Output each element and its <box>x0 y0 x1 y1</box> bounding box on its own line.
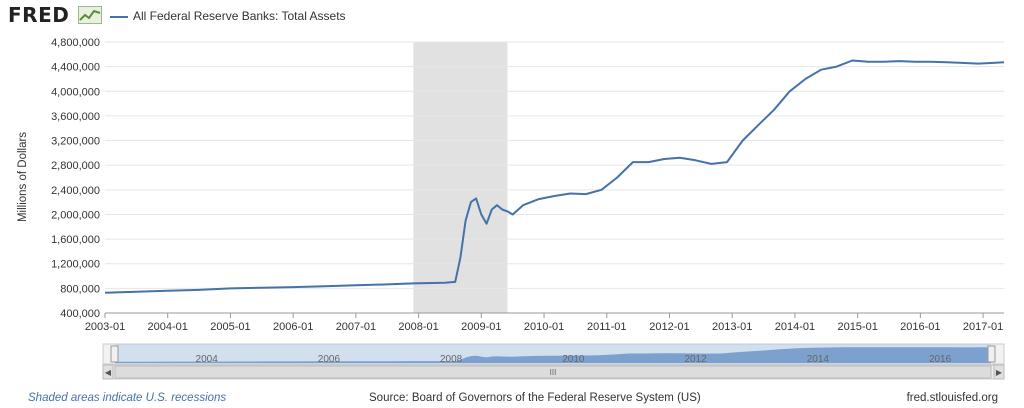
x-tick-label: 2016-01 <box>900 321 940 333</box>
navigator-labels: 2004 2006 2008 2010 2012 2014 2016 <box>196 354 952 365</box>
scroll-right-button[interactable] <box>993 364 1005 380</box>
y-tick-label: 2,000,000 <box>51 209 100 221</box>
source-note: Source: Board of Governors of the Federa… <box>369 392 701 404</box>
y-tick-label: 3,200,000 <box>51 136 100 148</box>
chevron-right-icon: ▶ <box>996 368 1003 377</box>
scroll-left-button[interactable] <box>102 364 114 380</box>
chart-header: FRED All Federal Reserve Banks: Total As… <box>0 0 1024 34</box>
x-tick-label: 2010-01 <box>524 321 564 333</box>
navigator-year-label: 2010 <box>562 354 585 365</box>
x-tick-label: 2013-01 <box>712 321 752 333</box>
line-graph-icon <box>78 6 102 24</box>
x-tick-label: 2011-01 <box>587 321 627 333</box>
navigator-year-label: 2012 <box>684 354 707 365</box>
x-tick-label: 2014-01 <box>775 321 815 333</box>
x-tick-label: 2008-01 <box>398 321 438 333</box>
chevron-left-icon: ◀ <box>105 368 112 377</box>
legend-label: All Federal Reserve Banks: Total Assets <box>133 9 346 23</box>
x-tick-label: 2017-01 <box>963 321 1003 333</box>
chart-area[interactable]: 400,000 800,000 1,200,000 1,600,000 2,000,00… <box>0 0 1024 392</box>
y-tick-label: 4,400,000 <box>51 62 100 74</box>
x-tick-label: 2007-01 <box>336 321 376 333</box>
scrollbar-grip: III <box>550 368 557 377</box>
plot-area <box>105 42 1004 313</box>
navigator-left-handle[interactable] <box>110 345 119 363</box>
navigator-year-label: 2006 <box>318 354 341 365</box>
x-tick-label: 2012-01 <box>649 321 689 333</box>
y-tick-label: 4,800,000 <box>51 37 100 49</box>
y-axis-label: Millions of Dollars <box>17 132 29 222</box>
y-tick-label: 3,600,000 <box>51 111 100 123</box>
y-tick-label: 1,200,000 <box>51 259 100 271</box>
navigator-year-label: 2014 <box>807 354 830 365</box>
y-tick-label: 2,400,000 <box>51 185 100 197</box>
fred-logo[interactable]: FRED <box>8 3 70 27</box>
y-tick-label: 1,600,000 <box>51 234 100 246</box>
navigator-scrollbar-thumb[interactable] <box>114 365 992 379</box>
navigator[interactable]: 2004 2006 2008 2010 2012 2014 2016 III ◀ ▶ <box>102 343 1005 380</box>
y-tick-label: 400,000 <box>60 308 100 320</box>
x-tick-label: 2004-01 <box>148 321 188 333</box>
plot-layer: 400,000 800,000 1,200,000 1,600,000 2,000,00… <box>51 37 1005 333</box>
series-legend[interactable]: All Federal Reserve Banks: Total Assets <box>110 9 346 23</box>
site-link[interactable]: fred.stlouisfed.org <box>906 392 998 404</box>
navigator-year-label: 2008 <box>440 354 463 365</box>
y-tick-label: 2,800,000 <box>51 160 100 172</box>
navigator-year-label: 2016 <box>929 354 952 365</box>
recession-shading <box>413 42 508 313</box>
y-tick-label: 4,000,000 <box>51 86 100 98</box>
x-tick-label: 2005-01 <box>210 321 250 333</box>
x-tick-label: 2009-01 <box>461 321 501 333</box>
x-tick-label: 2006-01 <box>273 321 313 333</box>
navigator-series-area <box>115 347 991 363</box>
x-tick-label: 2015-01 <box>837 321 877 333</box>
navigator-right-handle[interactable] <box>987 345 996 363</box>
recession-note-link[interactable]: Shaded areas indicate U.S. recessions <box>28 392 227 404</box>
legend-swatch <box>110 15 128 18</box>
x-tick-label: 2003-01 <box>85 321 125 333</box>
y-tick-label: 800,000 <box>60 283 100 295</box>
series-line[interactable] <box>104 59 1005 294</box>
chart-footer: Shaded areas indicate U.S. recessions So… <box>0 392 1024 408</box>
navigator-year-label: 2004 <box>196 354 219 365</box>
